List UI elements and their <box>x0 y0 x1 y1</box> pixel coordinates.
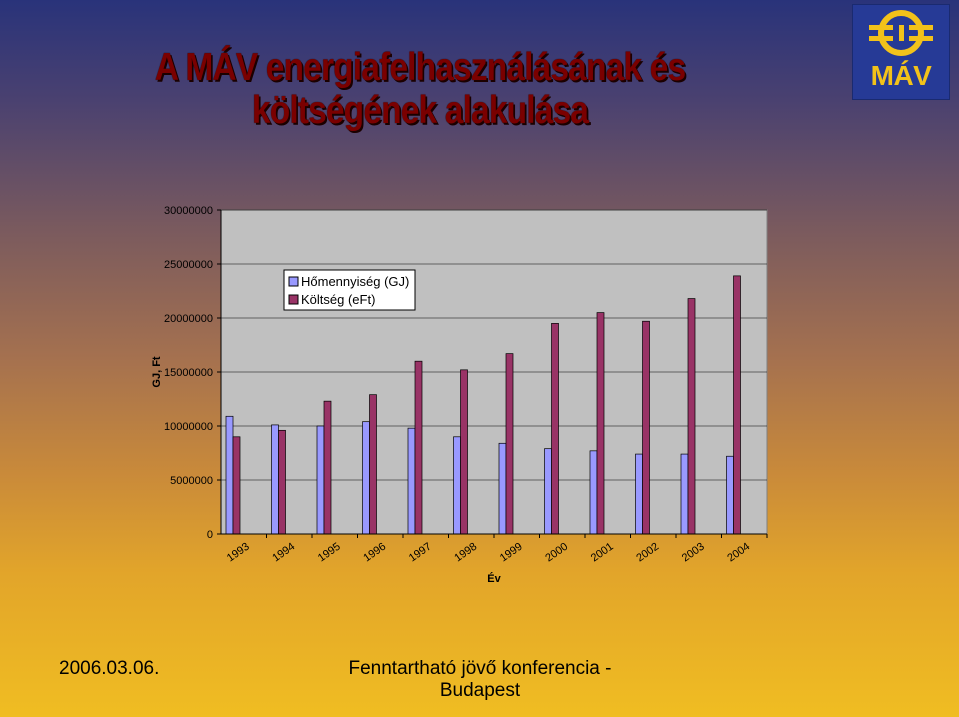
x-tick-label: 1996 <box>361 541 388 565</box>
legend-label-2: Költség (eFt) <box>301 292 375 307</box>
x-tick-label: 2002 <box>634 541 661 565</box>
bar-homennyiseg-2003 <box>680 453 689 535</box>
legend: Hőmennyiség (GJ) Költség (eFt) <box>283 269 416 311</box>
bar-koltseg-2003 <box>687 298 696 535</box>
bar-homennyiseg-1993 <box>225 415 234 535</box>
bar-koltseg-2001 <box>596 312 605 535</box>
y-tick-label: 5000000 <box>170 475 213 487</box>
bar-homennyiseg-2000 <box>544 448 552 535</box>
x-axis-ticks: 1993 1994 1995 1996 1997 1998 1999 2000 2001 2002… <box>225 541 752 565</box>
x-tick-label: 1998 <box>452 541 479 565</box>
bar-homennyiseg-2004 <box>726 455 734 535</box>
bar-koltseg-2002 <box>642 320 650 535</box>
bar-koltseg-1996 <box>369 394 377 535</box>
bar-homennyiseg-1998 <box>453 436 461 535</box>
footer-date: 2006.03.06. <box>59 658 160 679</box>
y-tick-label: 15000000 <box>164 367 213 379</box>
bar-homennyiseg-2001 <box>589 450 598 535</box>
mav-rail-logo-icon <box>869 10 933 56</box>
logo-text: MÁV <box>870 60 932 91</box>
bar-koltseg-1994 <box>278 429 286 535</box>
bar-koltseg-1995 <box>323 400 332 535</box>
legend-swatch-2 <box>288 294 299 305</box>
y-axis-title: GJ, Ft <box>151 356 163 388</box>
mav-logo: MÁV <box>852 4 950 100</box>
bar-homennyiseg-1999 <box>498 442 507 535</box>
x-tick-label: 1995 <box>316 541 343 565</box>
bar-koltseg-1993 <box>232 436 241 535</box>
y-tick-label: 30000000 <box>164 205 213 217</box>
legend-swatch-1 <box>288 276 299 287</box>
bar-homennyiseg-1995 <box>316 425 325 535</box>
legend-box <box>283 269 416 311</box>
x-tick-label: 2003 <box>680 541 707 565</box>
x-tick-label: 1997 <box>407 541 434 565</box>
x-tick-label: 1999 <box>498 541 525 565</box>
bar-koltseg-1999 <box>505 353 514 535</box>
y-tick-label: 10000000 <box>164 421 213 433</box>
bar-homennyiseg-1997 <box>407 427 416 535</box>
footer-event: Fenntartható jövő konferencia - Budapest <box>348 658 612 701</box>
y-tick-label: 0 <box>207 529 213 541</box>
y-tick-label: 20000000 <box>164 313 213 325</box>
bar-koltseg-2000 <box>551 323 559 535</box>
y-tick-label: 25000000 <box>164 259 213 271</box>
bar-homennyiseg-2002 <box>635 453 643 535</box>
bar-homennyiseg-1996 <box>362 421 370 535</box>
x-tick-label: 2000 <box>543 541 570 565</box>
bars <box>225 275 768 538</box>
bar-koltseg-2004 <box>733 275 741 535</box>
legend-label-1: Hőmennyiség (GJ) <box>301 274 409 289</box>
slide-title: A MÁV energiafelhasználásának és költség… <box>154 46 686 132</box>
bar-homennyiseg-1994 <box>271 424 279 535</box>
bar-koltseg-1997 <box>414 360 423 535</box>
x-tick-label: 2004 <box>725 541 752 565</box>
bar-koltseg-1998 <box>460 369 468 535</box>
x-axis-title: Év <box>487 572 501 585</box>
x-tick-label: 2001 <box>589 541 616 565</box>
x-tick-label: 1994 <box>270 541 297 565</box>
y-axis-ticks: 0 5000000 10000000 15000000 20000000 25000000… <box>164 205 213 541</box>
gridlines <box>217 209 767 535</box>
x-tick-label: 1993 <box>225 541 252 565</box>
